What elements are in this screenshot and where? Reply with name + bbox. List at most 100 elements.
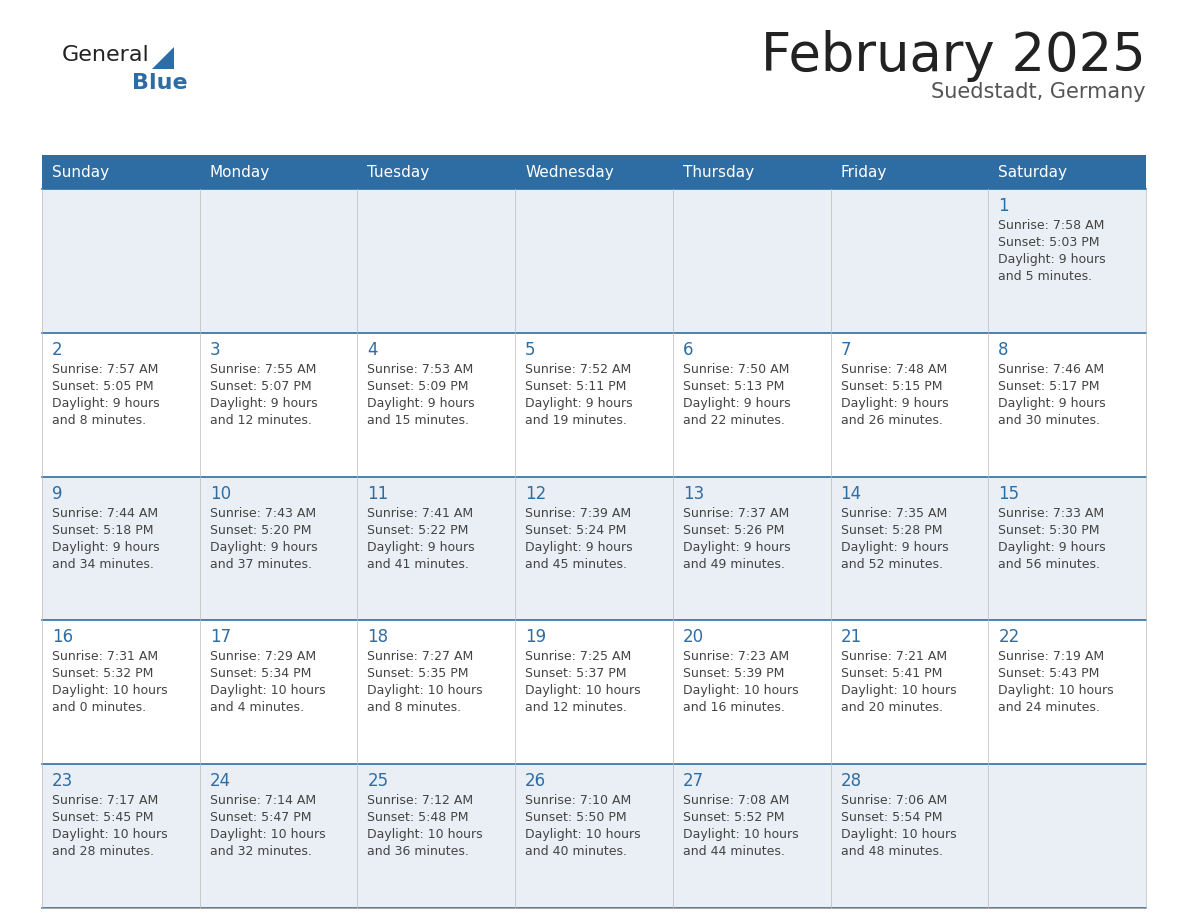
Text: 11: 11: [367, 485, 388, 502]
Text: Sunrise: 7:55 AM: Sunrise: 7:55 AM: [210, 363, 316, 375]
Text: Daylight: 10 hours: Daylight: 10 hours: [683, 828, 798, 841]
Text: Sunset: 5:50 PM: Sunset: 5:50 PM: [525, 812, 627, 824]
Text: 7: 7: [841, 341, 851, 359]
Text: Daylight: 9 hours: Daylight: 9 hours: [998, 397, 1106, 409]
Text: Daylight: 9 hours: Daylight: 9 hours: [367, 397, 475, 409]
Text: Daylight: 9 hours: Daylight: 9 hours: [998, 253, 1106, 266]
Text: and 48 minutes.: and 48 minutes.: [841, 845, 942, 858]
Text: Sunset: 5:15 PM: Sunset: 5:15 PM: [841, 380, 942, 393]
Text: Daylight: 9 hours: Daylight: 9 hours: [210, 397, 317, 409]
Bar: [358, 155, 516, 189]
Text: and 28 minutes.: and 28 minutes.: [52, 845, 154, 858]
Text: Sunset: 5:37 PM: Sunset: 5:37 PM: [525, 667, 626, 680]
Text: Daylight: 9 hours: Daylight: 9 hours: [525, 397, 633, 409]
Bar: [830, 333, 988, 476]
Text: and 0 minutes.: and 0 minutes.: [52, 701, 146, 714]
Text: Daylight: 10 hours: Daylight: 10 hours: [367, 685, 484, 698]
Bar: [988, 189, 1146, 333]
Text: Blue: Blue: [132, 73, 188, 93]
Text: and 24 minutes.: and 24 minutes.: [998, 701, 1100, 714]
Text: Sunrise: 7:08 AM: Sunrise: 7:08 AM: [683, 794, 789, 807]
Text: Daylight: 9 hours: Daylight: 9 hours: [998, 541, 1106, 554]
Text: Daylight: 10 hours: Daylight: 10 hours: [525, 685, 640, 698]
Text: Daylight: 9 hours: Daylight: 9 hours: [841, 397, 948, 409]
Text: 6: 6: [683, 341, 694, 359]
Text: Sunrise: 7:31 AM: Sunrise: 7:31 AM: [52, 650, 158, 664]
Text: 4: 4: [367, 341, 378, 359]
Text: and 45 minutes.: and 45 minutes.: [525, 557, 627, 571]
Text: and 49 minutes.: and 49 minutes.: [683, 557, 785, 571]
Text: 27: 27: [683, 772, 704, 790]
Text: and 12 minutes.: and 12 minutes.: [525, 701, 627, 714]
Text: Monday: Monday: [210, 165, 270, 181]
Text: Sunrise: 7:46 AM: Sunrise: 7:46 AM: [998, 363, 1105, 375]
Text: 28: 28: [841, 772, 861, 790]
Text: Sunset: 5:41 PM: Sunset: 5:41 PM: [841, 667, 942, 680]
Bar: [672, 764, 830, 908]
Bar: [200, 476, 358, 621]
Bar: [672, 621, 830, 764]
Bar: [516, 764, 672, 908]
Text: Sunset: 5:17 PM: Sunset: 5:17 PM: [998, 380, 1100, 393]
Text: Daylight: 9 hours: Daylight: 9 hours: [525, 541, 633, 554]
Text: and 19 minutes.: and 19 minutes.: [525, 414, 627, 427]
Text: Daylight: 9 hours: Daylight: 9 hours: [52, 397, 159, 409]
Text: 8: 8: [998, 341, 1009, 359]
Bar: [830, 764, 988, 908]
Text: Sunset: 5:18 PM: Sunset: 5:18 PM: [52, 523, 153, 537]
Text: Sunset: 5:54 PM: Sunset: 5:54 PM: [841, 812, 942, 824]
Bar: [42, 155, 200, 189]
Bar: [42, 621, 200, 764]
Text: Sunset: 5:07 PM: Sunset: 5:07 PM: [210, 380, 311, 393]
Text: Tuesday: Tuesday: [367, 165, 430, 181]
Text: Daylight: 10 hours: Daylight: 10 hours: [52, 828, 168, 841]
Text: Daylight: 9 hours: Daylight: 9 hours: [52, 541, 159, 554]
Text: 1: 1: [998, 197, 1009, 215]
Text: Daylight: 10 hours: Daylight: 10 hours: [683, 685, 798, 698]
Text: Sunset: 5:28 PM: Sunset: 5:28 PM: [841, 523, 942, 537]
Bar: [988, 476, 1146, 621]
Text: Sunrise: 7:39 AM: Sunrise: 7:39 AM: [525, 507, 631, 520]
Text: Sunrise: 7:53 AM: Sunrise: 7:53 AM: [367, 363, 474, 375]
Bar: [672, 333, 830, 476]
Text: Daylight: 9 hours: Daylight: 9 hours: [210, 541, 317, 554]
Bar: [358, 476, 516, 621]
Text: Daylight: 9 hours: Daylight: 9 hours: [683, 541, 790, 554]
Bar: [358, 189, 516, 333]
Text: 3: 3: [210, 341, 220, 359]
Text: General: General: [62, 45, 150, 65]
Text: and 4 minutes.: and 4 minutes.: [210, 701, 304, 714]
Bar: [516, 333, 672, 476]
Text: Sunrise: 7:17 AM: Sunrise: 7:17 AM: [52, 794, 158, 807]
Text: and 16 minutes.: and 16 minutes.: [683, 701, 785, 714]
Polygon shape: [152, 47, 173, 69]
Bar: [516, 476, 672, 621]
Text: Sunrise: 7:33 AM: Sunrise: 7:33 AM: [998, 507, 1105, 520]
Text: 26: 26: [525, 772, 546, 790]
Text: Sunrise: 7:58 AM: Sunrise: 7:58 AM: [998, 219, 1105, 232]
Bar: [830, 189, 988, 333]
Bar: [830, 621, 988, 764]
Bar: [200, 189, 358, 333]
Text: 5: 5: [525, 341, 536, 359]
Text: Sunrise: 7:21 AM: Sunrise: 7:21 AM: [841, 650, 947, 664]
Bar: [988, 155, 1146, 189]
Text: Daylight: 10 hours: Daylight: 10 hours: [998, 685, 1114, 698]
Text: Sunset: 5:52 PM: Sunset: 5:52 PM: [683, 812, 784, 824]
Bar: [516, 189, 672, 333]
Bar: [830, 155, 988, 189]
Text: 15: 15: [998, 485, 1019, 502]
Text: 21: 21: [841, 629, 861, 646]
Text: Daylight: 9 hours: Daylight: 9 hours: [367, 541, 475, 554]
Text: and 22 minutes.: and 22 minutes.: [683, 414, 785, 427]
Text: Daylight: 10 hours: Daylight: 10 hours: [52, 685, 168, 698]
Text: Sunset: 5:34 PM: Sunset: 5:34 PM: [210, 667, 311, 680]
Bar: [988, 333, 1146, 476]
Bar: [200, 764, 358, 908]
Bar: [830, 476, 988, 621]
Bar: [358, 333, 516, 476]
Text: Daylight: 10 hours: Daylight: 10 hours: [210, 685, 326, 698]
Text: Sunset: 5:39 PM: Sunset: 5:39 PM: [683, 667, 784, 680]
Text: Daylight: 10 hours: Daylight: 10 hours: [525, 828, 640, 841]
Text: Sunrise: 7:27 AM: Sunrise: 7:27 AM: [367, 650, 474, 664]
